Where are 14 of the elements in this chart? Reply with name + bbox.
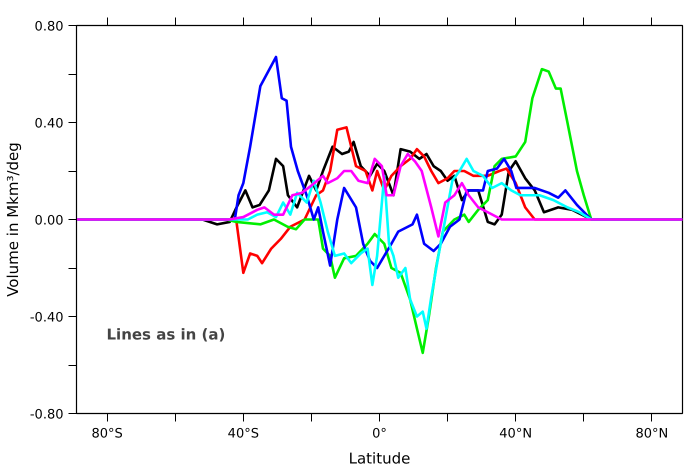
x-tick-label: 40°N [499,426,532,442]
x-tick-label: 80°N [635,426,668,442]
x-tick-label: 40°S [228,426,259,442]
y-tick-label: 0.40 [34,116,64,132]
x-tick-label: 80°S [91,426,123,442]
line-series [76,152,682,238]
annotation: Lines as in (a) [106,326,226,344]
y-axis-title: Volume in Mkm³/deg [4,142,22,297]
y-tick-label: 0.00 [34,214,64,228]
x-tick-label: 0° [372,426,387,442]
y-tick-label: 0.80 [34,20,64,34]
x-axis-title: Latitude [348,450,410,468]
y-tick-label: -0.80 [30,408,64,422]
y-tick-label: -0.40 [30,310,64,326]
